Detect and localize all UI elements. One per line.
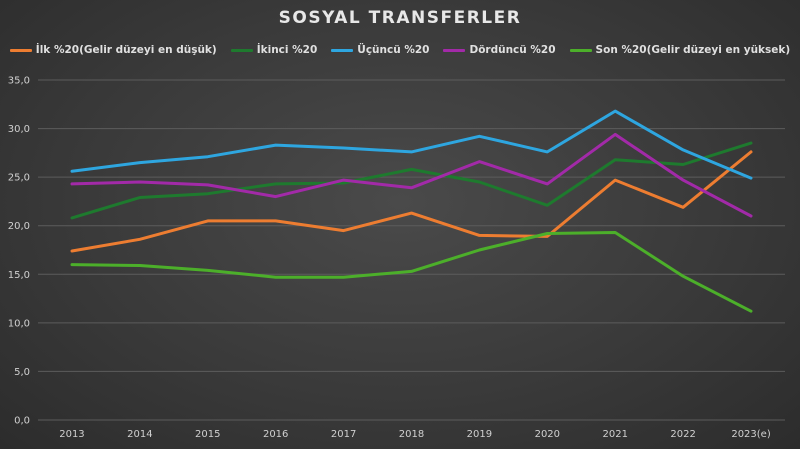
series-line (70, 141, 753, 220)
y-tick-label: 0,0 (14, 416, 30, 427)
series-line (70, 231, 753, 313)
y-tick-label: 10,0 (8, 318, 30, 329)
legend-swatch (230, 48, 253, 52)
chart-legend: İlk %20(Gelir düzeyi en düşük) İkinci %2… (0, 44, 800, 56)
legend-swatch (331, 48, 354, 52)
x-tick-label: 2023(e) (731, 429, 771, 440)
x-tick-label: 2022 (670, 429, 695, 440)
x-tick-label: 2019 (467, 429, 492, 440)
x-tick-label: 2017 (331, 429, 356, 440)
y-tick-label: 35,0 (8, 76, 30, 87)
legend-label: Son %20(Gelir düzeyi en yüksek) (595, 44, 791, 56)
legend-swatch (9, 48, 32, 52)
series-line (70, 150, 753, 253)
legend-label: İlk %20(Gelir düzeyi en düşük) (35, 44, 217, 56)
legend-label: Dördüncü %20 (469, 44, 556, 56)
y-tick-label: 5,0 (14, 367, 30, 378)
x-tick-label: 2016 (263, 429, 288, 440)
legend-swatch (569, 48, 592, 52)
y-tick-label: 25,0 (8, 173, 30, 184)
series-line (70, 109, 753, 180)
x-tick-label: 2013 (59, 429, 84, 440)
series-line (70, 132, 753, 218)
y-tick-label: 30,0 (8, 124, 30, 135)
x-tick-label: 2018 (399, 429, 424, 440)
y-tick-label: 15,0 (8, 270, 30, 281)
legend-swatch (443, 48, 466, 52)
x-tick-label: 2020 (535, 429, 560, 440)
legend-item: Son %20(Gelir düzeyi en yüksek) (569, 44, 791, 56)
legend-item: İkinci %20 (230, 44, 318, 56)
legend-label: İkinci %20 (256, 44, 318, 56)
x-tick-label: 2015 (195, 429, 220, 440)
legend-item: Üçüncü %20 (331, 44, 429, 56)
y-tick-label: 20,0 (8, 221, 30, 232)
legend-label: Üçüncü %20 (357, 44, 430, 56)
x-tick-label: 2014 (127, 429, 152, 440)
chart-title: SOSYAL TRANSFERLER (278, 8, 522, 28)
legend-item: Dördüncü %20 (443, 44, 556, 56)
x-tick-label: 2021 (603, 429, 628, 440)
legend-item: İlk %20(Gelir düzeyi en düşük) (9, 44, 217, 56)
